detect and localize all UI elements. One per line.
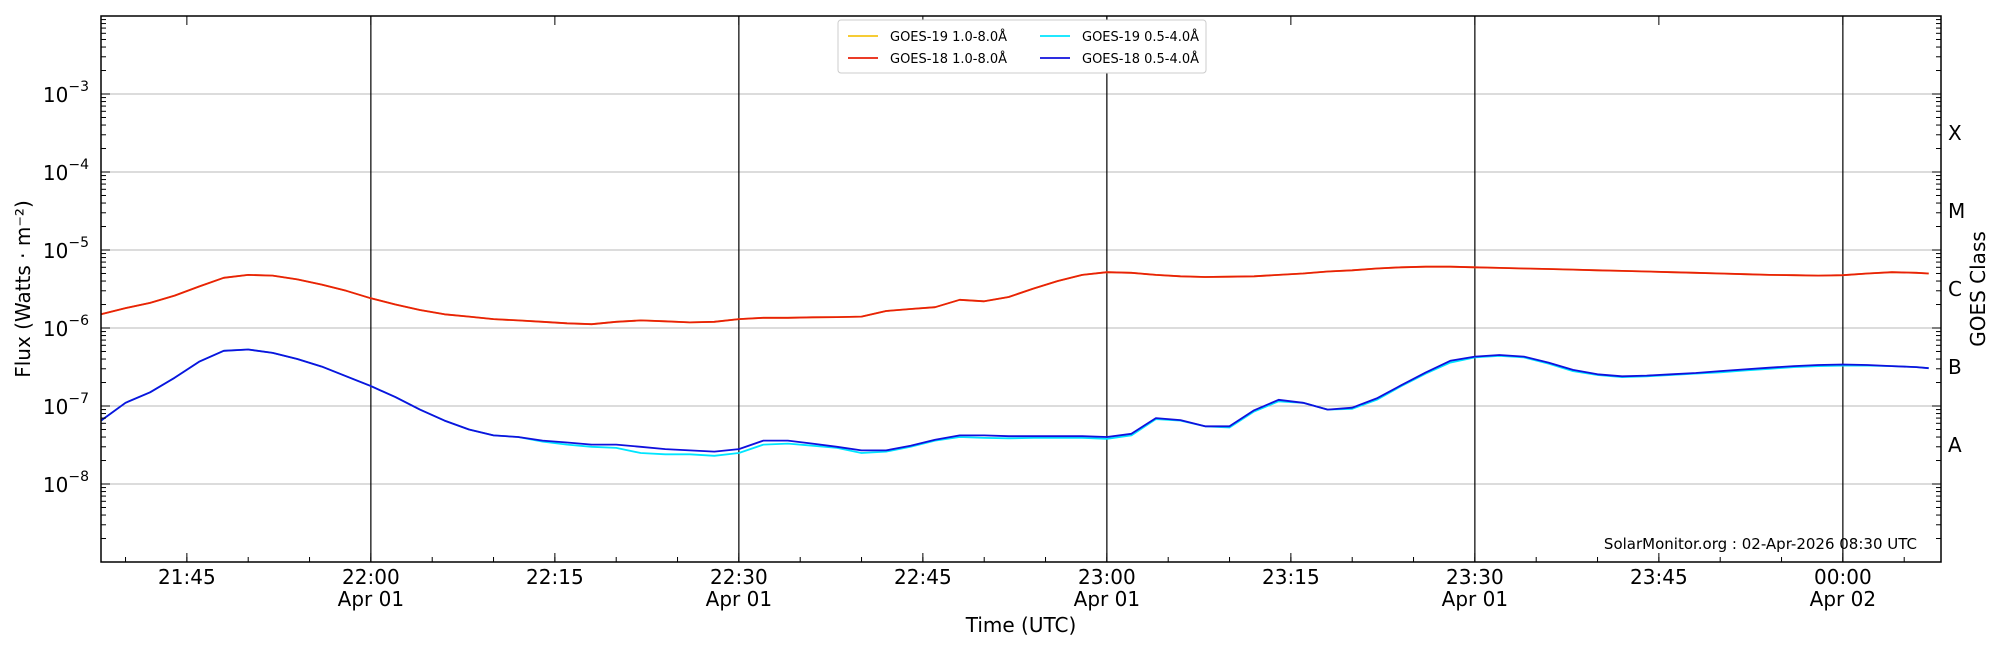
day-marker-lines <box>370 16 1844 562</box>
series-line <box>100 348 1929 453</box>
y-tick-label: 10−5 <box>43 235 89 263</box>
y-tick-label: 10−8 <box>43 469 89 497</box>
legend-box <box>837 19 1207 74</box>
plot-frame <box>100 15 1942 563</box>
goes-class-label: C <box>1948 277 1962 301</box>
x-tick-date-label: Apr 01 <box>338 587 404 611</box>
x-axis-label: Time (UTC) <box>965 613 1077 637</box>
series-lines <box>100 265 1929 457</box>
x-tick-date-label: Apr 01 <box>1442 587 1508 611</box>
y2-axis-label: GOES Class <box>1966 231 1990 347</box>
x-tick-label: 23:15 <box>1262 565 1320 589</box>
y-tick-label: 10−3 <box>43 79 89 107</box>
grid-lines <box>101 93 1941 485</box>
credit-text: SolarMonitor.org : 02-Apr-2026 08:30 UTC <box>1604 535 1917 553</box>
y-tick-label: 10−4 <box>43 157 89 185</box>
x-tick-label: 00:00 <box>1814 565 1872 589</box>
series-line <box>100 265 1929 326</box>
legend-entry: GOES-19 1.0-8.0Å <box>890 29 1007 45</box>
x-tick-date-label: Apr 01 <box>706 587 772 611</box>
x-tick-label: 22:00 <box>342 565 400 589</box>
x-tick-label: 23:30 <box>1446 565 1504 589</box>
x-tick-label: 22:15 <box>526 565 584 589</box>
goes-class-label: M <box>1948 199 1965 223</box>
y-tick-label: 10−7 <box>43 391 89 419</box>
axis-ticks <box>101 16 1941 563</box>
x-tick-date-label: Apr 02 <box>1810 587 1876 611</box>
x-tick-label: 21:45 <box>158 565 216 589</box>
y-axis-label: Flux (Watts · m⁻²) <box>11 200 35 378</box>
goes-class-label: A <box>1948 433 1962 457</box>
y-tick-labels: 10−8 10−7 10−6 10−5 10−4 10−3 <box>43 79 89 497</box>
goes-class-label: B <box>1948 355 1962 379</box>
x-tick-label: 22:30 <box>710 565 768 589</box>
x-tick-label: 23:00 <box>1078 565 1136 589</box>
legend: GOES-19 1.0-8.0Å GOES-19 0.5-4.0Å GOES-18 … <box>837 19 1207 74</box>
y-tick-label: 10−6 <box>43 313 89 341</box>
legend-entry: GOES-19 0.5-4.0Å <box>1082 29 1199 45</box>
x-tick-date-label: Apr 01 <box>1074 587 1140 611</box>
legend-entry: GOES-18 0.5-4.0Å <box>1082 51 1199 67</box>
goes-class-labels: A B C M X <box>1948 121 1965 457</box>
goes-class-label: X <box>1948 121 1962 145</box>
legend-entry: GOES-18 1.0-8.0Å <box>890 51 1007 67</box>
x-tick-label: 23:45 <box>1630 565 1688 589</box>
x-tick-label: 22:45 <box>894 565 952 589</box>
